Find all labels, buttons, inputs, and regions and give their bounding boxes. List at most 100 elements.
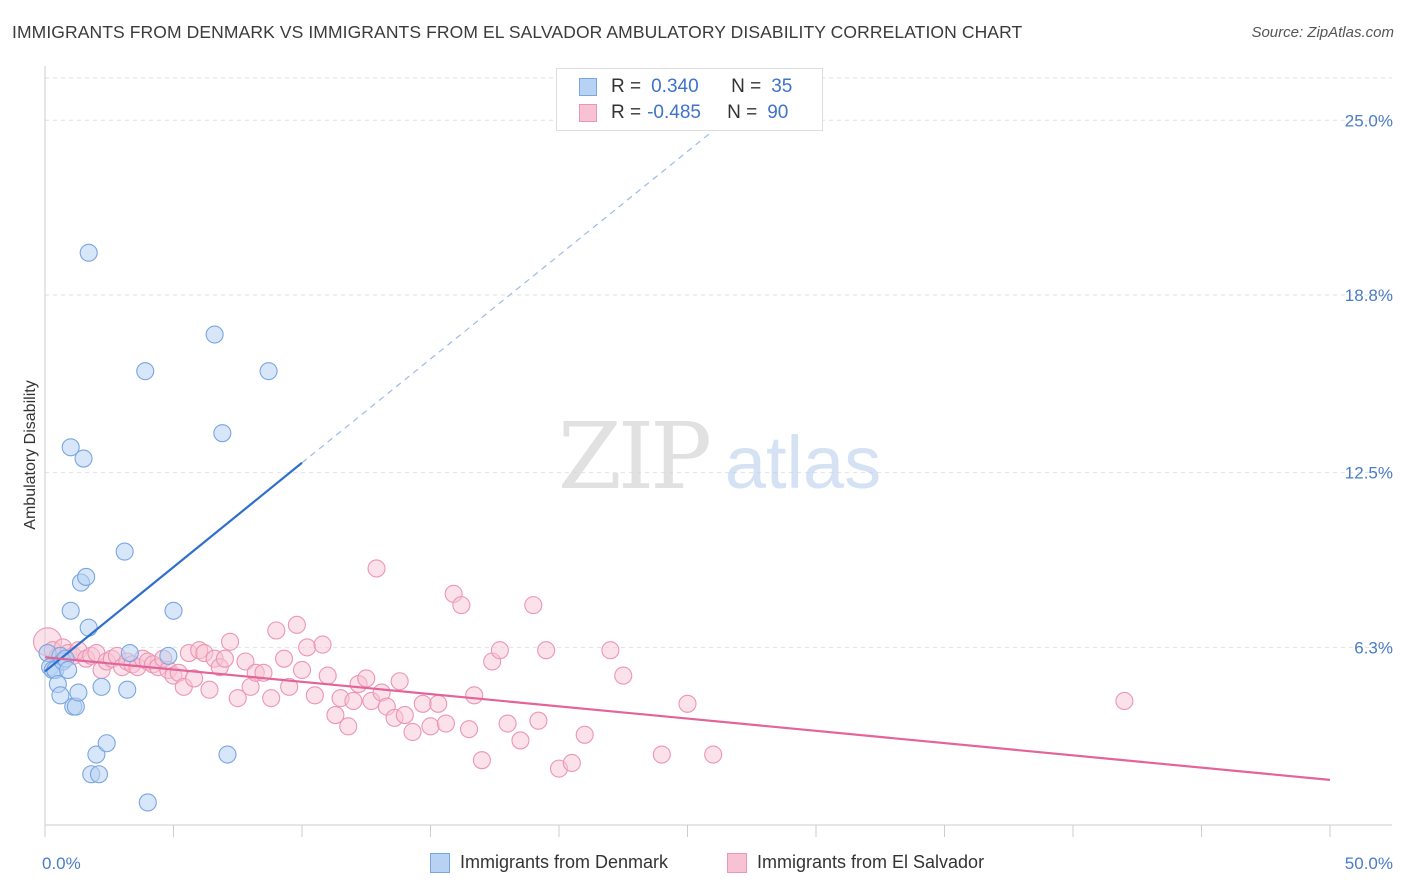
legend-swatch-denmark bbox=[579, 78, 597, 96]
el-salvador-point bbox=[498, 714, 517, 733]
denmark-trend-line bbox=[44, 461, 303, 673]
x-tick-label: 50.0% bbox=[1345, 854, 1393, 873]
denmark-point bbox=[218, 745, 237, 764]
legend-r-value: 0.340 bbox=[651, 76, 699, 97]
el-salvador-point bbox=[704, 745, 723, 764]
denmark-point bbox=[164, 601, 183, 620]
el-salvador-point bbox=[652, 745, 671, 764]
legend-r-label: R = bbox=[611, 76, 642, 97]
legend-item-el-salvador[interactable]: Immigrants from El Salvador bbox=[727, 852, 984, 873]
legend-n-label: N = bbox=[731, 76, 762, 97]
el-salvador-point bbox=[472, 751, 491, 770]
el-salvador-point bbox=[228, 689, 247, 708]
source-credit: Source: ZipAtlas.com bbox=[1251, 24, 1394, 41]
trend-lines bbox=[44, 119, 1331, 781]
legend-row-denmark: R = 0.340 N = 35 bbox=[579, 75, 792, 99]
denmark-point bbox=[69, 683, 88, 702]
el-salvador-point bbox=[339, 717, 358, 736]
el-salvador-point bbox=[459, 720, 479, 739]
el-salvador-point bbox=[1115, 691, 1134, 711]
denmark-point bbox=[205, 325, 224, 344]
grid-lines bbox=[45, 77, 1392, 648]
el-salvador-point bbox=[318, 666, 337, 685]
el-salvador-point bbox=[575, 725, 594, 744]
watermark-zip: ZIP bbox=[558, 403, 709, 510]
el-salvador-point bbox=[395, 706, 414, 725]
el-salvador-point bbox=[511, 731, 530, 750]
denmark-point bbox=[87, 745, 106, 764]
el-salvador-point bbox=[367, 559, 386, 578]
el-salvador-point bbox=[292, 660, 312, 680]
el-salvador-point bbox=[413, 694, 432, 713]
el-salvador-point bbox=[429, 694, 448, 713]
el-salvador-point bbox=[390, 672, 409, 691]
el-salvador-point bbox=[236, 652, 255, 671]
el-salvador-point bbox=[465, 686, 484, 705]
y-tick-label: 12.5% bbox=[1345, 464, 1393, 483]
denmark-point bbox=[59, 660, 78, 680]
denmark-point bbox=[79, 618, 98, 637]
x-tick-label: 0.0% bbox=[42, 854, 81, 873]
el-salvador-point bbox=[185, 669, 204, 688]
el-salvador-point bbox=[200, 680, 219, 699]
legend-n-label: N = bbox=[727, 102, 758, 123]
y-tick-label: 25.0% bbox=[1345, 111, 1393, 130]
denmark-point bbox=[74, 449, 93, 468]
el-salvador-point bbox=[357, 669, 376, 688]
el-salvador-point bbox=[313, 635, 332, 654]
el-salvador-point bbox=[678, 694, 697, 713]
denmark-point bbox=[115, 542, 134, 561]
series-denmark-points bbox=[38, 243, 278, 812]
el-salvador-point bbox=[403, 722, 422, 742]
el-salvador-point bbox=[326, 706, 345, 725]
el-salvador-point bbox=[524, 596, 543, 615]
denmark-point bbox=[61, 438, 80, 457]
el-salvador-trend-line bbox=[44, 656, 1331, 781]
denmark-point bbox=[89, 765, 109, 784]
el-salvador-point bbox=[274, 649, 294, 668]
legend-item-denmark[interactable]: Immigrants from Denmark bbox=[430, 852, 668, 873]
legend-label-denmark: Immigrants from Denmark bbox=[460, 852, 669, 872]
legend-label-el-salvador: Immigrants from El Salvador bbox=[757, 852, 985, 872]
denmark-point bbox=[118, 680, 137, 699]
denmark-point bbox=[61, 601, 80, 620]
legend-n-value: 35 bbox=[771, 76, 793, 97]
el-salvador-point bbox=[287, 615, 306, 634]
denmark-point bbox=[92, 677, 111, 696]
el-salvador-point bbox=[280, 677, 299, 696]
denmark-point bbox=[51, 686, 70, 705]
el-salvador-point bbox=[298, 638, 317, 657]
denmark-point bbox=[138, 793, 157, 812]
el-salvador-point bbox=[537, 641, 556, 660]
denmark-point bbox=[120, 643, 139, 663]
legend-r-label: R = bbox=[611, 102, 642, 123]
el-salvador-point bbox=[262, 689, 281, 708]
correlation-legend: R = 0.340 N = 35 R = -0.485 N = 90 bbox=[556, 68, 823, 131]
watermark: ZIP atlas bbox=[558, 403, 881, 510]
el-salvador-point bbox=[562, 753, 581, 773]
y-tick-label: 6.3% bbox=[1354, 638, 1393, 657]
el-salvador-point bbox=[421, 717, 440, 736]
legend-n-value: 90 bbox=[767, 102, 789, 123]
tick-labels: 6.3% 12.5% 18.8% 25.0% 0.0% 50.0% bbox=[42, 111, 1393, 873]
el-salvador-point bbox=[452, 596, 471, 615]
el-salvador-point bbox=[614, 666, 633, 685]
denmark-point bbox=[79, 243, 98, 262]
denmark-point bbox=[77, 567, 96, 586]
legend-row-el-salvador: R = -0.485 N = 90 bbox=[579, 101, 788, 125]
legend-swatch-el-salvador bbox=[579, 104, 597, 122]
legend-swatch-denmark bbox=[430, 852, 450, 873]
legend-swatch-el-salvador bbox=[727, 852, 747, 873]
el-salvador-point bbox=[529, 711, 548, 730]
denmark-point bbox=[136, 362, 155, 381]
el-salvador-point bbox=[220, 632, 240, 651]
y-axis-label: Ambulatory Disability bbox=[22, 380, 39, 529]
legend-r-value: -0.485 bbox=[647, 102, 701, 123]
el-salvador-point bbox=[305, 686, 324, 705]
denmark-point bbox=[259, 362, 278, 381]
watermark-atlas: atlas bbox=[725, 421, 881, 504]
el-salvador-point bbox=[215, 649, 234, 668]
series-legend: Immigrants from Denmark Immigrants from … bbox=[0, 852, 1406, 878]
el-salvador-point bbox=[267, 621, 286, 640]
